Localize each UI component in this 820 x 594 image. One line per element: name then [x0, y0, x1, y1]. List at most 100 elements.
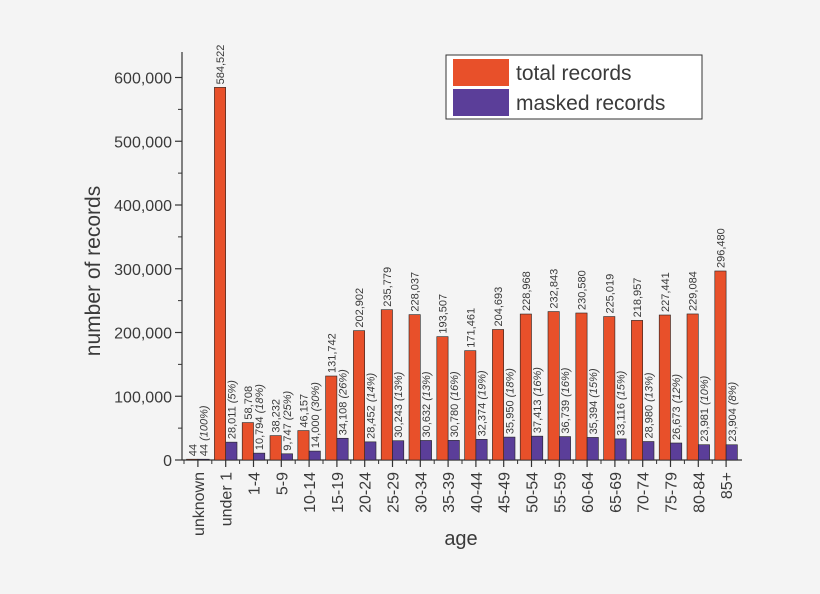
masked-value-text: 30,243	[393, 401, 405, 438]
x-tick-label: 75-79	[664, 472, 681, 513]
data-label-masked-records: 35,394 (15%)	[588, 368, 600, 434]
masked-value-text: 35,950	[504, 397, 516, 434]
masked-percent-text: (14%)	[365, 372, 377, 402]
y-ticks: 0 100,000 200,000 300,000 400,000 500,000 600,…	[114, 71, 182, 470]
masked-percent-text: (18%)	[254, 384, 266, 414]
masked-value-text: 28,980	[643, 402, 655, 439]
bar-masked-records	[392, 440, 405, 461]
data-label-total-records: 232,843	[549, 269, 561, 309]
bar-masked-records	[558, 436, 571, 461]
data-label-total-records: 58,708	[243, 386, 255, 420]
bar-total-records	[658, 314, 671, 461]
masked-value-text: 33,116	[616, 400, 628, 436]
masked-percent-text: (100%)	[199, 405, 211, 441]
masked-value-text: 10,794	[254, 413, 266, 450]
bar-total-records	[686, 313, 699, 461]
data-label-total-records: 38,232	[271, 399, 283, 433]
bar-total-records	[464, 350, 477, 461]
legend-swatch-total-records	[453, 59, 509, 86]
y-axis-title: number of records	[82, 186, 105, 356]
data-label-total-records: 228,968	[521, 271, 533, 311]
data-label-total-records: 171,461	[465, 308, 477, 348]
data-label-masked-records: 28,011 (5%)	[226, 380, 238, 439]
bar-masked-records	[725, 444, 738, 461]
masked-value-text: 36,739	[560, 397, 572, 434]
masked-value-text: 32,374	[477, 400, 489, 437]
masked-value-text: 35,394	[588, 398, 600, 435]
bar-masked-records	[697, 444, 710, 461]
data-label-masked-records: 23,904 (8%)	[727, 381, 739, 441]
x-tick-label: 20-24	[358, 472, 375, 513]
bar-masked-records	[336, 437, 349, 461]
data-label-masked-records: 44 (100%)	[199, 405, 211, 456]
masked-percent-text: (16%)	[560, 367, 572, 397]
data-label-total-records: 131,742	[326, 333, 338, 373]
x-tick-label: 1-4	[247, 472, 264, 495]
data-label-masked-records: 30,632 (13%)	[421, 371, 433, 437]
data-label-total-records: 44	[187, 444, 199, 456]
masked-percent-text: (13%)	[421, 371, 433, 401]
bar-total-records	[214, 87, 226, 461]
bar-total-records	[269, 435, 282, 461]
masked-percent-text: (15%)	[616, 370, 628, 400]
bar-masked-records	[197, 458, 210, 461]
masked-percent-text: (18%)	[504, 368, 516, 398]
x-tick-label: 80-84	[691, 472, 708, 513]
data-label-total-records: 227,441	[660, 272, 672, 312]
data-label-total-records: 202,902	[354, 288, 366, 328]
x-tick-label: 35-39	[441, 472, 458, 513]
x-tick-label: 30-34	[413, 472, 430, 513]
masked-value-text: 28,011	[226, 403, 238, 439]
masked-value-text: 30,632	[421, 401, 433, 438]
bar-masked-records	[419, 440, 432, 461]
masked-value-text: 30,780	[449, 401, 461, 438]
legend-label-masked-records: masked records	[516, 92, 665, 115]
data-label-total-records: 584,522	[215, 45, 227, 85]
masked-percent-text: (5%)	[226, 380, 238, 404]
x-tick-label: 55-59	[552, 472, 569, 513]
legend-label-total-records: total records	[516, 62, 632, 85]
data-label-masked-records: 33,116 (15%)	[616, 370, 628, 436]
masked-percent-text: (25%)	[282, 391, 294, 421]
data-label-masked-records: 35,950 (18%)	[504, 368, 516, 434]
data-label-total-records: 296,480	[715, 228, 727, 268]
masked-percent-text: (30%)	[310, 382, 322, 412]
masked-percent-text: (16%)	[449, 371, 461, 401]
data-label-masked-records: 32,374 (19%)	[477, 370, 489, 436]
y-tick-label: 500,000	[114, 134, 172, 151]
x-tick-label: 70-74	[636, 472, 653, 513]
x-tick-label: 5-9	[274, 472, 291, 495]
data-label-total-records: 204,693	[493, 287, 505, 327]
x-tick-label: unknown	[191, 472, 208, 536]
bar-masked-records	[225, 441, 238, 461]
masked-value-text: 9,747	[282, 420, 294, 451]
masked-percent-text: (12%)	[671, 374, 683, 404]
x-tick-label: 15-19	[330, 472, 347, 513]
bar-masked-records	[253, 452, 266, 461]
bar-total-records	[241, 422, 254, 461]
data-label-masked-records: 30,243 (13%)	[393, 371, 405, 437]
y-tick-label: 400,000	[114, 198, 172, 215]
data-label-masked-records: 26,673 (12%)	[671, 374, 683, 440]
bar-total-records	[519, 313, 532, 461]
data-label-total-records: 228,037	[410, 272, 422, 312]
masked-value-text: 44	[199, 441, 211, 456]
masked-percent-text: (16%)	[532, 367, 544, 397]
data-label-masked-records: 34,108 (26%)	[338, 369, 350, 435]
masked-percent-text: (26%)	[338, 369, 350, 399]
masked-value-text: 26,673	[671, 403, 683, 440]
bar-total-records	[575, 312, 588, 461]
data-label-masked-records: 23,981 (10%)	[699, 375, 711, 441]
data-label-masked-records: 28,980 (13%)	[643, 372, 655, 438]
bar-total-records	[297, 430, 310, 461]
data-label-masked-records: 37,413 (16%)	[532, 367, 544, 433]
y-tick-label: 300,000	[114, 262, 172, 279]
x-axis-title: age	[444, 528, 477, 550]
masked-percent-text: (19%)	[477, 370, 489, 400]
bars: 44 44 (100%) 584,522 28,011 (5%) 58,70810,79…	[186, 45, 739, 461]
y-tick-label: 0	[163, 453, 172, 470]
data-label-masked-records: 14,000 (30%)	[310, 382, 322, 448]
x-ticks: unknown under 1 1-4 5-9 10-14 15-19 20-24 25-29…	[183, 460, 736, 536]
